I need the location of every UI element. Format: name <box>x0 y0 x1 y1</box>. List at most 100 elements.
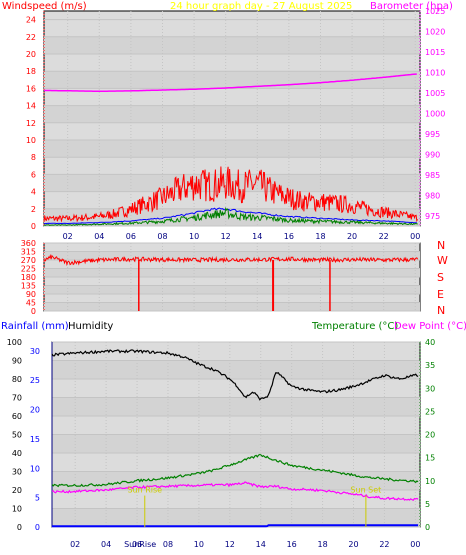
y-tick-label: 360 <box>21 239 36 248</box>
x-tick-label: 10 <box>189 232 199 241</box>
y-tick-label: 60 <box>12 412 22 421</box>
series-temperature <box>51 453 419 488</box>
y-tick-label: 1020 <box>425 27 445 36</box>
y-tick-label: 5 <box>35 494 40 503</box>
y-tick-label: 270 <box>21 256 36 265</box>
x-tick-label: 08 <box>163 540 173 549</box>
grid <box>52 341 420 528</box>
y-tick-label: 16 <box>26 84 36 93</box>
windspeed-axis-label: Windspeed (m/s) <box>2 1 87 12</box>
rainfall-axis-label: Rainfall (mm) <box>1 321 69 332</box>
x-tick-label: 02 <box>63 232 73 241</box>
x-tick-label: 18 <box>317 540 327 549</box>
series-group <box>51 349 419 528</box>
x-tick-label: 20 <box>347 232 357 241</box>
y-tick-label: 20 <box>26 50 36 59</box>
annotations: Sun Rise Sun Set <box>127 486 381 527</box>
y-tick-label: 0 <box>425 523 430 532</box>
series-dew-point <box>51 481 419 501</box>
y-tick-label: 1005 <box>425 89 445 98</box>
y-tick-label: 990 <box>425 150 440 159</box>
series-average-wind-speed <box>43 207 417 225</box>
y-tick-label: 45 <box>26 299 36 308</box>
right-y-tick-labels: 975 980 985 990 995 1000 1005 1010 1015 1020 1025 <box>425 7 445 221</box>
barometer-axis-label: Barometer (hpa) <box>370 1 453 12</box>
y-tick-label: 20 <box>425 431 435 440</box>
compass-label: S <box>437 271 444 284</box>
grid-band <box>44 174 420 192</box>
grid-band <box>44 105 420 123</box>
x-tick-label: 00 <box>410 232 420 241</box>
y-tick-label: 1015 <box>425 48 445 57</box>
compass-label: W <box>437 254 448 267</box>
y-tick-label: 1010 <box>425 68 445 77</box>
y-tick-label: 6 <box>31 170 36 179</box>
x-tick-label: 14 <box>252 232 262 241</box>
y-tick-label: 40 <box>12 449 22 458</box>
y-tick-label: 0 <box>17 523 22 532</box>
y-tick-label: 2 <box>31 205 36 214</box>
grid-band <box>52 508 420 527</box>
grid-band <box>44 71 420 89</box>
x-tick-label: 08 <box>157 232 167 241</box>
compass-label: N <box>437 239 445 252</box>
x-tick-label: 20 <box>348 540 358 549</box>
y-tick-label: 1025 <box>425 7 445 16</box>
y-tick-label: 14 <box>26 102 36 111</box>
y-tick-label: 20 <box>30 406 40 415</box>
x-tick-label: 10 <box>194 540 204 549</box>
x-tick-label: 22 <box>379 540 389 549</box>
y-tick-label: 15 <box>30 435 40 444</box>
y-tick-label: 100 <box>7 338 22 347</box>
sun-marker-label: Sun Rise <box>127 486 162 495</box>
y-tick-label: 10 <box>30 464 40 473</box>
y-tick-label: 25 <box>30 376 40 385</box>
y-tick-label: 24 <box>26 16 36 25</box>
compass-label: N <box>437 304 445 317</box>
y-tick-label: 5 <box>425 500 430 509</box>
y-tick-label: 25 <box>425 407 435 416</box>
grid-band <box>44 140 420 158</box>
y-tick-label: 985 <box>425 171 440 180</box>
compass-label: E <box>437 288 444 301</box>
chart-title: 24 hour graph day - 27 August 2025 <box>170 1 352 12</box>
y-tick-label: 30 <box>30 347 40 356</box>
x-tick-label: 16 <box>287 540 297 549</box>
x-tick-label: 02 <box>70 540 80 549</box>
humidity-tick-labels: 0 10 20 30 40 50 60 70 80 90 100 <box>7 338 22 532</box>
x-tick-label: 12 <box>221 232 231 241</box>
y-tick-label: 35 <box>425 361 435 370</box>
y-tick-label: 40 <box>425 338 435 347</box>
y-tick-label: 980 <box>425 191 440 200</box>
y-tick-label: 70 <box>12 394 22 403</box>
grid-band <box>52 434 420 453</box>
y-tick-label: 10 <box>425 477 435 486</box>
rainfall-tick-labels: 0 5 10 15 20 25 30 <box>30 347 40 532</box>
grid-band <box>44 251 420 260</box>
y-tick-label: 90 <box>26 290 36 299</box>
y-tick-label: 18 <box>26 67 36 76</box>
y-tick-label: 315 <box>21 248 36 257</box>
dewpoint-axis-label: Dew Point (°C) <box>394 321 466 332</box>
y-tick-label: 12 <box>26 119 36 128</box>
y-tick-label: 20 <box>12 486 22 495</box>
series-wind-direction <box>43 254 419 267</box>
y-tick-label: 0 <box>35 523 40 532</box>
series-humidity <box>51 349 419 401</box>
sun-marker-label: Sun Set <box>350 486 381 495</box>
y-tick-label: 80 <box>12 375 22 384</box>
x-tick-label: 06 <box>126 232 136 241</box>
temperature-tick-labels: 0 5 10 15 20 25 30 35 40 <box>425 338 435 532</box>
x-tick-label: 22 <box>379 232 389 241</box>
y-tick-label: 30 <box>12 468 22 477</box>
series-group <box>43 73 419 226</box>
x-tick-label: 04 <box>101 540 111 549</box>
grid-band <box>44 268 420 277</box>
grid-band <box>52 397 420 416</box>
y-tick-label: 0 <box>31 222 36 231</box>
